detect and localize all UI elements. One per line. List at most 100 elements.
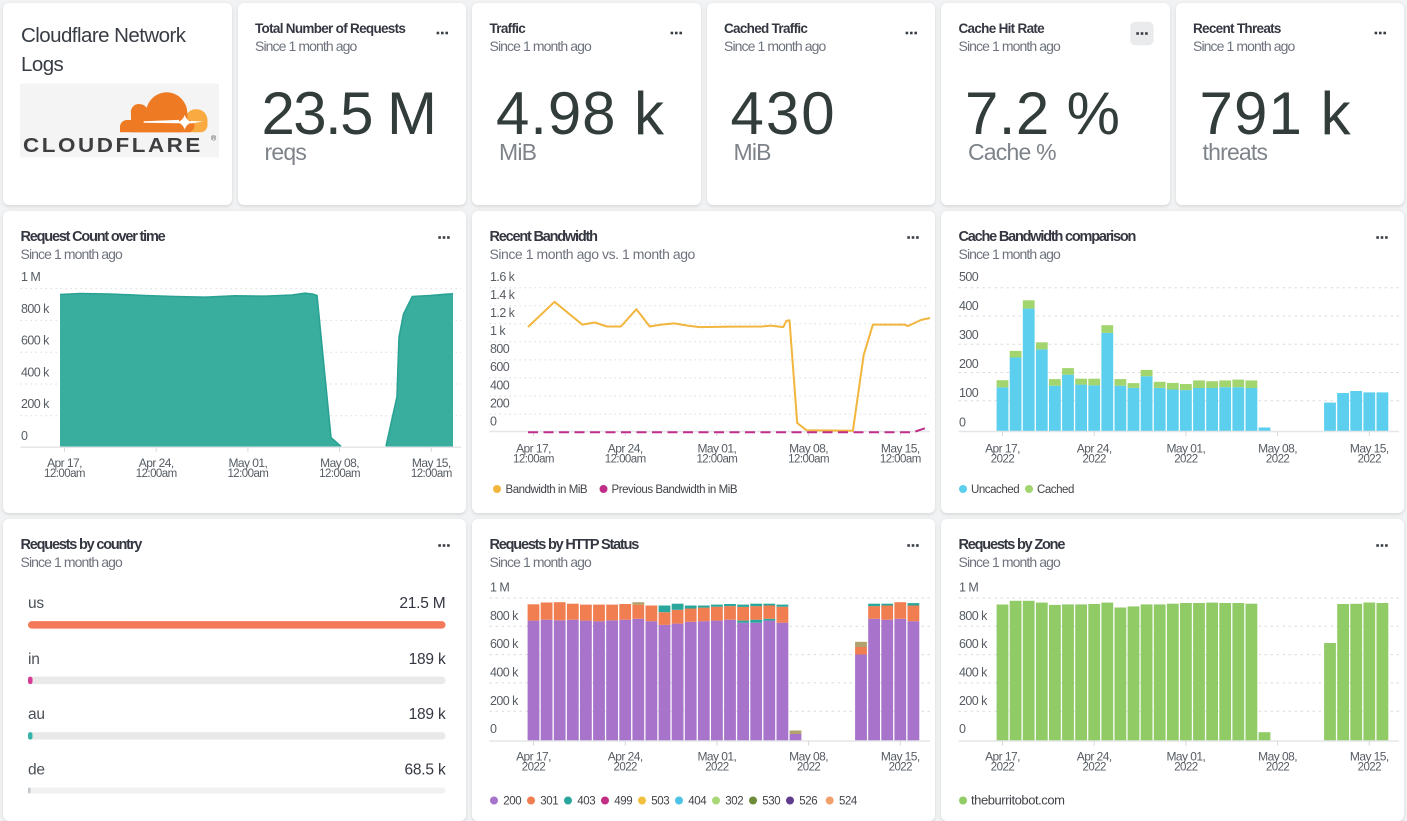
svg-text:12:00am: 12:00am — [696, 453, 737, 465]
svg-text:Apr 17,: Apr 17, — [516, 750, 551, 764]
svg-text:1.6 k: 1.6 k — [490, 270, 516, 284]
svg-text:530: 530 — [762, 796, 780, 808]
svg-text:May 01,: May 01, — [697, 750, 736, 764]
svg-text:1 M: 1 M — [490, 581, 509, 595]
svg-text:189 k: 189 k — [409, 651, 446, 668]
svg-text:2022: 2022 — [1083, 761, 1107, 773]
svg-text:12:00am: 12:00am — [227, 468, 268, 480]
svg-text:2022: 2022 — [1083, 453, 1107, 465]
svg-text:Uncached: Uncached — [971, 484, 1019, 496]
svg-text:1 k: 1 k — [490, 324, 506, 338]
svg-text:us: us — [28, 595, 44, 612]
svg-text:2022: 2022 — [991, 453, 1015, 465]
svg-text:2022: 2022 — [1266, 761, 1290, 773]
svg-text:Apr 24,: Apr 24, — [608, 750, 643, 764]
svg-text:2022: 2022 — [705, 761, 729, 773]
svg-text:68.5 k: 68.5 k — [404, 762, 445, 779]
svg-text:400 k: 400 k — [21, 365, 50, 379]
svg-text:403: 403 — [577, 796, 595, 808]
svg-text:0: 0 — [959, 415, 966, 429]
svg-text:Bandwidth in MiB: Bandwidth in MiB — [506, 484, 588, 496]
svg-text:2022: 2022 — [1358, 453, 1382, 465]
svg-text:200 k: 200 k — [490, 694, 519, 708]
svg-text:400 k: 400 k — [490, 666, 519, 680]
svg-text:524: 524 — [839, 796, 858, 808]
svg-text:12:00am: 12:00am — [880, 453, 921, 465]
svg-text:200: 200 — [490, 396, 510, 410]
svg-text:100: 100 — [959, 386, 979, 400]
svg-text:503: 503 — [651, 796, 669, 808]
svg-text:12:00am: 12:00am — [44, 468, 85, 480]
svg-text:1 M: 1 M — [959, 581, 978, 595]
svg-text:May 15,: May 15, — [881, 750, 920, 764]
svg-text:12:00am: 12:00am — [513, 453, 554, 465]
svg-text:21.5 M: 21.5 M — [399, 595, 445, 612]
svg-text:®: ® — [211, 135, 217, 143]
svg-text:200: 200 — [503, 796, 521, 808]
svg-text:May 01,: May 01, — [1166, 442, 1205, 456]
svg-text:400: 400 — [959, 299, 979, 313]
svg-text:200 k: 200 k — [21, 397, 50, 411]
svg-text:302: 302 — [725, 796, 743, 808]
svg-text:12:00am: 12:00am — [605, 453, 646, 465]
svg-text:2022: 2022 — [1174, 761, 1198, 773]
svg-text:2022: 2022 — [1266, 453, 1290, 465]
svg-text:2022: 2022 — [1358, 761, 1382, 773]
svg-text:May 01,: May 01, — [1166, 750, 1205, 764]
svg-text:0: 0 — [490, 414, 497, 428]
svg-text:de: de — [28, 762, 45, 779]
svg-text:1.2 k: 1.2 k — [490, 306, 516, 320]
svg-text:Apr 17,: Apr 17, — [516, 442, 551, 456]
svg-text:0: 0 — [21, 429, 28, 443]
svg-text:May 15,: May 15, — [412, 456, 451, 470]
svg-text:CLOUDFLARE: CLOUDFLARE — [23, 135, 203, 157]
svg-text:theburritobot.com: theburritobot.com — [971, 793, 1065, 808]
svg-text:1 M: 1 M — [21, 270, 40, 284]
svg-text:2022: 2022 — [522, 761, 546, 773]
svg-text:404: 404 — [688, 796, 707, 808]
svg-text:0: 0 — [490, 722, 497, 736]
svg-text:May 15,: May 15, — [881, 442, 920, 456]
svg-text:au: au — [28, 706, 45, 723]
svg-text:600 k: 600 k — [959, 637, 988, 651]
svg-text:400 k: 400 k — [959, 666, 988, 680]
svg-text:526: 526 — [799, 796, 817, 808]
svg-text:200 k: 200 k — [959, 694, 988, 708]
svg-text:12:00am: 12:00am — [411, 468, 452, 480]
svg-text:600: 600 — [490, 360, 510, 374]
svg-text:May 01,: May 01, — [697, 442, 736, 456]
svg-text:2022: 2022 — [991, 761, 1015, 773]
svg-text:2022: 2022 — [889, 761, 913, 773]
svg-text:12:00am: 12:00am — [136, 468, 177, 480]
svg-text:Apr 24,: Apr 24, — [1077, 442, 1112, 456]
svg-text:12:00am: 12:00am — [788, 453, 829, 465]
svg-text:800 k: 800 k — [959, 609, 988, 623]
svg-text:Previous Bandwidth in MiB: Previous Bandwidth in MiB — [612, 484, 738, 496]
svg-text:Apr 24,: Apr 24, — [139, 456, 174, 470]
svg-text:Apr 17,: Apr 17, — [47, 456, 82, 470]
svg-text:Cached: Cached — [1037, 484, 1074, 496]
svg-text:in: in — [28, 651, 40, 668]
svg-text:12:00am: 12:00am — [319, 468, 360, 480]
svg-text:May 15,: May 15, — [1350, 442, 1389, 456]
svg-text:Apr 24,: Apr 24, — [608, 442, 643, 456]
svg-text:200: 200 — [959, 357, 979, 371]
svg-text:Apr 24,: Apr 24, — [1077, 750, 1112, 764]
svg-text:Apr 17,: Apr 17, — [985, 750, 1020, 764]
svg-text:500: 500 — [959, 270, 979, 284]
svg-text:600 k: 600 k — [490, 637, 519, 651]
svg-text:800: 800 — [490, 342, 510, 356]
svg-text:800 k: 800 k — [490, 609, 519, 623]
svg-text:May 08,: May 08, — [1258, 442, 1297, 456]
svg-text:May 08,: May 08, — [1258, 750, 1297, 764]
svg-text:May 15,: May 15, — [1350, 750, 1389, 764]
svg-text:May 08,: May 08, — [320, 456, 359, 470]
svg-text:499: 499 — [614, 796, 632, 808]
svg-text:301: 301 — [540, 796, 558, 808]
svg-text:2022: 2022 — [1174, 453, 1198, 465]
svg-text:May 08,: May 08, — [789, 750, 828, 764]
svg-text:189 k: 189 k — [409, 706, 446, 723]
svg-text:2022: 2022 — [614, 761, 638, 773]
svg-text:0: 0 — [959, 722, 966, 736]
svg-text:2022: 2022 — [797, 761, 821, 773]
